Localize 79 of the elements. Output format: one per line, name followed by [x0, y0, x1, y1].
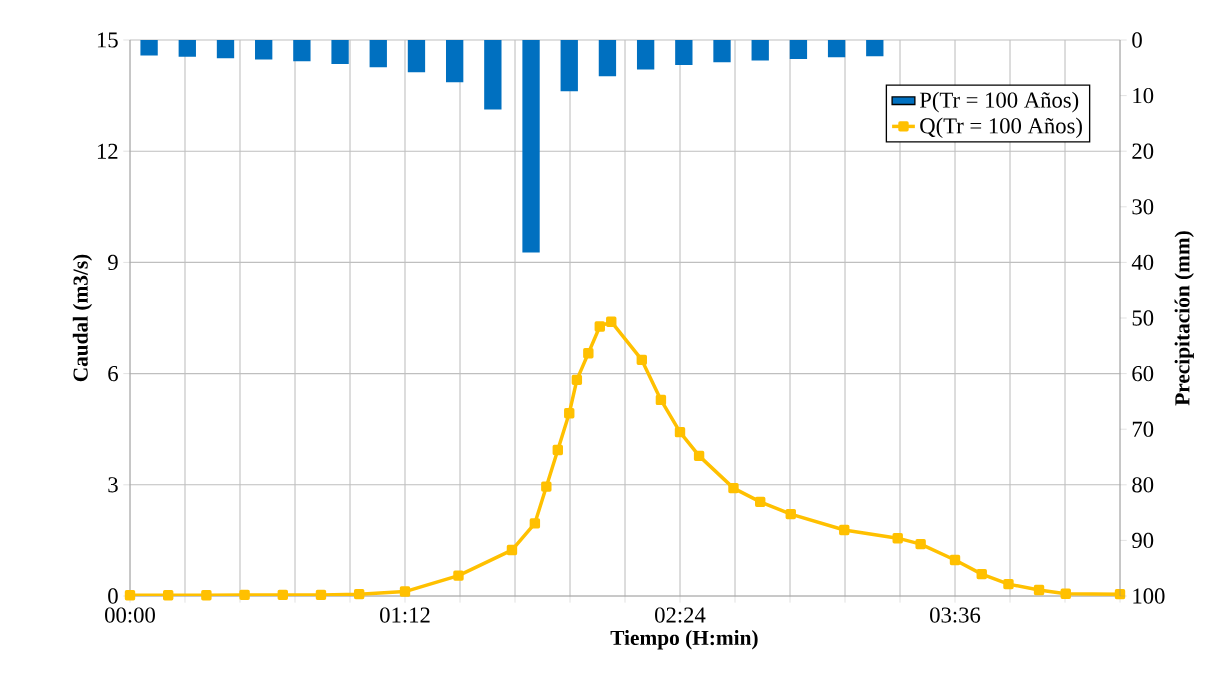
x-axis-title: Tiempo (H:min) — [610, 630, 758, 650]
x-tick-label: 03:36 — [930, 607, 981, 623]
x-tick-label: 00:00 — [105, 607, 155, 623]
bar — [675, 40, 693, 66]
bar — [636, 40, 655, 70]
bar — [751, 40, 769, 61]
y2-tick-label: 10 — [1133, 87, 1154, 104]
point — [353, 588, 365, 600]
bar — [446, 40, 464, 83]
bar — [522, 40, 540, 253]
y-tick-label: 9 — [108, 254, 118, 271]
point — [1060, 588, 1071, 599]
point — [124, 590, 136, 601]
bar — [789, 40, 808, 59]
point — [839, 524, 850, 536]
point — [655, 394, 667, 406]
point — [728, 482, 739, 494]
y-tick-label: 3 — [108, 477, 118, 493]
point — [949, 554, 961, 566]
point — [552, 444, 563, 456]
point — [594, 321, 605, 332]
legend-label: P(Tr = 100 Años) — [919, 91, 1079, 113]
y2-tick-label: 100 — [1133, 588, 1165, 604]
x-tick-label: 02:24 — [655, 607, 706, 623]
point — [315, 589, 327, 601]
point — [163, 590, 174, 601]
point — [755, 496, 766, 508]
y2-tick-label: 90 — [1132, 532, 1154, 549]
y2-tick-label: 20 — [1132, 143, 1154, 159]
bar — [293, 40, 311, 62]
y2-tick-label: 60 — [1132, 365, 1154, 382]
point — [506, 544, 518, 556]
point — [583, 348, 594, 359]
legend-label: Q(Tr = 100 Años) — [920, 117, 1082, 139]
point — [541, 481, 552, 492]
bar — [140, 40, 158, 56]
point — [529, 518, 541, 529]
bar — [255, 40, 273, 60]
point — [693, 450, 705, 462]
point — [564, 408, 575, 419]
bar — [598, 40, 617, 77]
point — [453, 570, 464, 581]
bar — [560, 40, 578, 92]
point — [785, 508, 796, 520]
bar — [484, 40, 502, 110]
y2-tick-label: 50 — [1132, 310, 1154, 326]
bar — [866, 40, 884, 57]
bar — [369, 40, 387, 68]
point — [277, 589, 288, 601]
y2-tick-label: 30 — [1132, 199, 1154, 215]
point — [201, 590, 212, 601]
y2-tick-label: 40 — [1131, 254, 1154, 271]
y2-tick-label: 70 — [1132, 421, 1154, 437]
y-tick-label: 15 — [97, 32, 118, 48]
y-tick-label: 0 — [108, 588, 118, 604]
y2-axis-title: Precipitación (mm) — [1174, 231, 1194, 406]
y-tick-label: 12 — [97, 143, 118, 159]
bar — [331, 40, 349, 64]
point — [1033, 584, 1045, 596]
point — [915, 538, 926, 550]
point — [571, 374, 583, 386]
bar — [713, 40, 731, 63]
y2-tick-label: 80 — [1132, 477, 1154, 493]
bar — [178, 40, 196, 57]
y-axis-title: Caudal (m3/s) — [72, 254, 93, 382]
y2-tick-label: 0 — [1132, 32, 1142, 48]
point — [636, 354, 648, 366]
point — [239, 589, 250, 601]
point — [976, 568, 987, 580]
y-tick-label: 6 — [108, 365, 118, 382]
point — [399, 586, 411, 597]
point — [606, 316, 617, 327]
point — [1003, 578, 1014, 590]
x-tick-label: 01:12 — [380, 607, 430, 623]
bar — [827, 40, 846, 58]
bar — [407, 40, 426, 73]
point — [892, 532, 903, 544]
bar — [216, 40, 235, 59]
point — [674, 426, 686, 438]
